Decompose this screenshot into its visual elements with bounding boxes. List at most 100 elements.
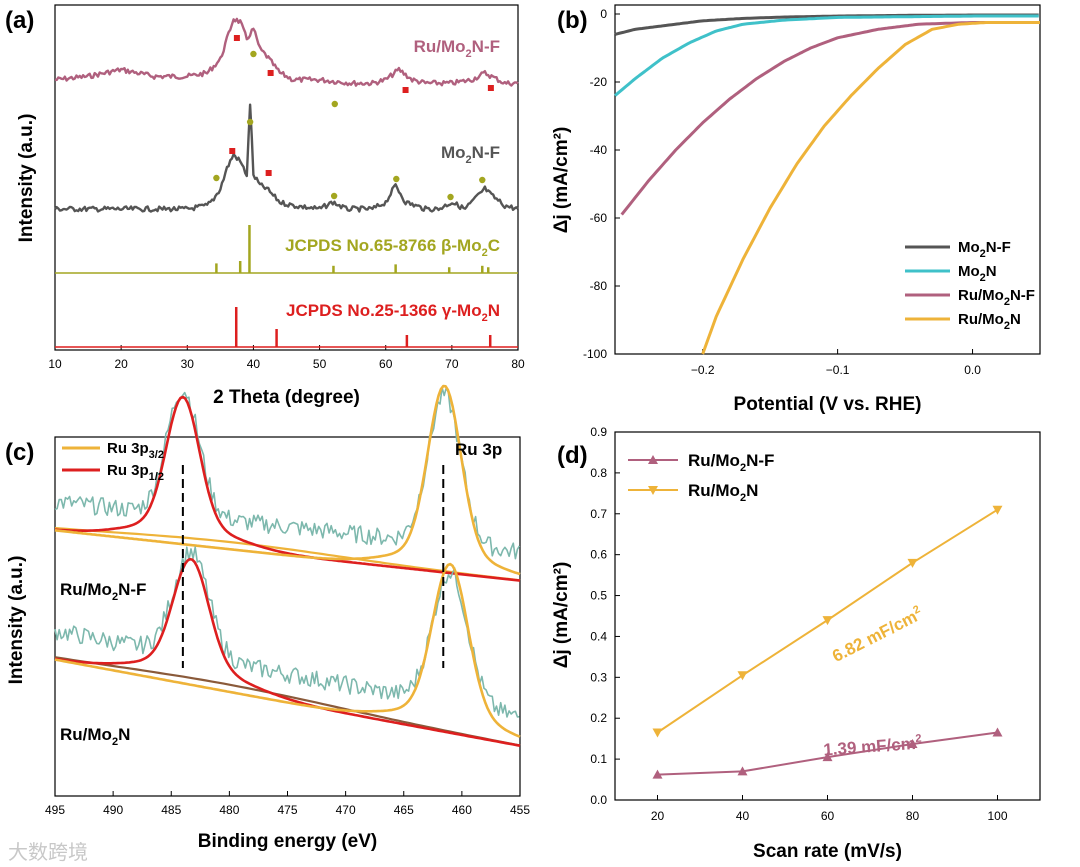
panel-d-annotation-ru: 6.82 mF/cm2: [829, 603, 926, 666]
panel-d-xtick-label: 80: [906, 809, 920, 823]
panel-b-ytick-label: 0: [600, 7, 607, 21]
panel-d-xtick-label: 60: [821, 809, 835, 823]
panel-c-fit-0-0: [54, 395, 521, 582]
panel-c-sample-label-0: Ru/Mo2N-F: [60, 580, 146, 603]
panel-b-xtick-label: 0.0: [964, 363, 981, 377]
panel-d-legend-label: Ru/Mo2N-F: [688, 451, 774, 474]
panel-b-letter: (b): [557, 7, 588, 34]
panel-a-dot-marker: [250, 50, 257, 58]
panel-a-dot-marker: [331, 100, 338, 108]
panel-c-xtick-label: 485: [161, 803, 181, 817]
panel-c-fit-1-1: [54, 562, 521, 738]
panel-a-square-marker: [265, 170, 272, 176]
panel-c-xtick-label: 475: [277, 803, 297, 817]
panel-a-xtick-label: 20: [114, 357, 128, 371]
panel-d-point: [652, 728, 663, 738]
panel-b-legend-label: Ru/Mo2N-F: [958, 287, 1035, 308]
panel-b-legend-label: Mo2N: [958, 263, 997, 284]
panel-d-point: [822, 752, 833, 762]
panel-a-xtick-label: 50: [313, 357, 327, 371]
panel-d-legend-marker: [648, 486, 658, 495]
panel-d-ytick-label: 0.0: [590, 793, 607, 807]
panel-d-ytick-label: 0.9: [590, 425, 607, 439]
panel-b-ytick-label: -20: [590, 75, 608, 89]
panel-d-point: [907, 558, 918, 568]
panel-d-legend-marker: [648, 455, 658, 464]
panel-d-legend-label: Ru/Mo2N: [688, 481, 758, 504]
panel-a-xtick-label: 40: [247, 357, 261, 371]
panel-d-xtick-label: 40: [736, 809, 750, 823]
panel-d-letter: (d): [557, 442, 588, 469]
panel-c-xtick-label: 455: [510, 803, 530, 817]
panel-b-legend-label: Ru/Mo2N: [958, 311, 1021, 332]
panel-d-point: [992, 727, 1003, 737]
panel-a-square-marker: [402, 87, 409, 93]
panel-d-ylabel: Δj (mA/cm²): [551, 562, 572, 669]
panel-c-xlabel: Binding energy (eV): [198, 831, 377, 852]
panel-a-xtick-label: 10: [48, 357, 62, 371]
panel-a-letter: (a): [5, 7, 34, 34]
panel-b-ytick-label: -40: [590, 143, 608, 157]
panel-c-ylabel: Intensity (a.u.): [6, 556, 27, 685]
panel-d-ytick-label: 0.6: [590, 548, 607, 562]
panel-d-point: [822, 616, 833, 626]
panel-a-square-marker: [233, 35, 240, 41]
panel-d-ytick-label: 0.7: [590, 507, 607, 521]
panel-c-xtick-label: 465: [394, 803, 414, 817]
panel-a-xlabel: 2 Theta (degree): [213, 387, 360, 408]
panel-c-letter: (c): [5, 439, 34, 466]
panel-c-xtick-label: 495: [45, 803, 65, 817]
panel-c-legend-label: Ru 3p1/2: [107, 462, 164, 483]
panel-d-ytick-label: 0.4: [590, 629, 607, 643]
panel-d-ytick-label: 0.1: [590, 752, 607, 766]
panel-c-xtick-label: 460: [452, 803, 472, 817]
panel-d-ytick-label: 0.5: [590, 589, 607, 603]
panel-c-legend-label: Ru 3p3/2: [107, 440, 164, 461]
panel-d-point: [652, 769, 663, 779]
panel-c-xtick-label: 490: [103, 803, 123, 817]
panel-d-xlabel: Scan rate (mV/s): [753, 841, 902, 862]
panel-a-dot-marker: [479, 176, 486, 184]
panel-a-ref-label-0: JCPDS No.65-8766 β-Mo2C: [285, 236, 500, 259]
panel-c-fit-1-0: [54, 557, 521, 747]
panel-a-dot-marker: [393, 175, 400, 183]
panel-d-point: [907, 738, 918, 748]
panel-a-series-0: [54, 17, 519, 87]
panel-b-ytick-label: -60: [590, 211, 608, 225]
panel-a-ref-label-1: JCPDS No.25-1366 γ-Mo2N: [286, 301, 500, 324]
panel-b-ytick-label: -80: [590, 279, 608, 293]
panel-d-xtick-label: 100: [987, 809, 1007, 823]
panel-a-xtick-label: 80: [511, 357, 525, 371]
panel-d-point: [737, 671, 748, 681]
panel-b-ylabel: Δj (mA/cm²): [551, 127, 572, 234]
panel-a-square-marker: [267, 70, 274, 76]
panel-c-background-1: [54, 656, 521, 747]
panel-d-ytick-label: 0.8: [590, 466, 607, 480]
panel-c-xtick-label: 480: [219, 803, 239, 817]
panel-d-ytick-label: 0.2: [590, 711, 607, 725]
panel-d-annotation-ruf: 1.39 mF/cm2: [823, 733, 923, 760]
panel-c-annotation: Ru 3p: [455, 440, 502, 459]
panel-a-label-mo2nf: Mo2N-F: [441, 143, 500, 166]
panel-c-sample-label-1: Ru/Mo2N: [60, 725, 130, 748]
panel-c-xtick-label: 470: [336, 803, 356, 817]
panel-a-xtick-label: 60: [379, 357, 393, 371]
panel-a-dot-marker: [447, 193, 454, 201]
panel-b-legend-label: Mo2N-F: [958, 239, 1011, 260]
panel-b-series-3: [701, 21, 1040, 355]
panel-a-dot-marker: [246, 118, 254, 126]
panel-a-label-ruf: Ru/Mo2N-F: [414, 37, 500, 60]
panel-b-series-1: [614, 14, 1039, 97]
panel-b-ytick-label: -100: [583, 347, 607, 361]
panel-b-xtick-label: −0.2: [691, 363, 715, 377]
panel-a-square-marker: [487, 85, 494, 91]
panel-a-frame: [54, 4, 519, 351]
panel-a-square-marker: [229, 148, 236, 154]
panel-a-xtick-label: 70: [445, 357, 459, 371]
panel-a-xtick-label: 30: [181, 357, 195, 371]
panel-b-xlabel: Potential (V vs. RHE): [734, 394, 922, 415]
panel-d-xtick-label: 20: [651, 809, 665, 823]
panel-a-dot-marker: [213, 174, 220, 182]
panel-a-dot-marker: [330, 192, 338, 200]
